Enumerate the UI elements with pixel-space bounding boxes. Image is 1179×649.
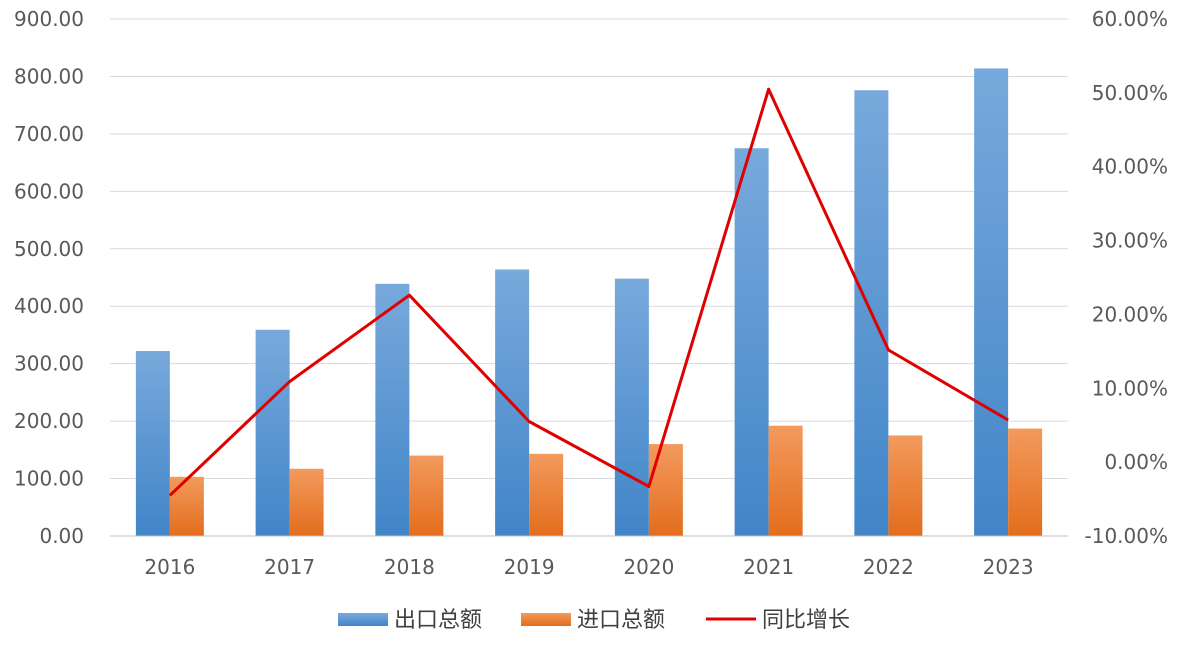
right-axis: -10.00% 0.00% 10.00% 20.00% 30.00% 40.00% 50.0…: [1085, 7, 1168, 548]
y-left-tick-label: 900.00: [14, 7, 84, 31]
bars: [135, 68, 1043, 536]
left-axis: 0.00 100.00 200.00 300.00 400.00 500.00 600.00…: [14, 7, 84, 548]
x-tick-label: 2022: [863, 555, 914, 579]
y-left-tick-label: 600.00: [14, 179, 84, 203]
import-bar: [888, 435, 923, 536]
legend: 出口总额 进口总额 同比增长: [338, 608, 850, 633]
legend-label: 同比增长: [762, 608, 850, 633]
y-left-tick-label: 100.00: [14, 467, 84, 491]
legend-swatch: [521, 613, 571, 626]
y-right-tick-label: 40.00%: [1092, 155, 1168, 179]
growth-line: [168, 87, 1009, 497]
y-right-tick-label: 30.00%: [1092, 229, 1168, 253]
export-bar: [375, 283, 410, 536]
legend-item-export: 出口总额: [338, 608, 482, 633]
y-left-tick-label: 200.00: [14, 409, 84, 433]
legend-item-import: 进口总额: [521, 608, 665, 633]
legend-swatch: [338, 613, 388, 626]
x-axis: 2016 2017 2018 2019 2020 2021 2022 2023: [110, 535, 1068, 579]
y-right-tick-label: 20.00%: [1092, 302, 1168, 326]
import-bar: [529, 453, 564, 536]
legend-label: 出口总额: [394, 608, 482, 633]
y-left-tick-label: 700.00: [14, 122, 84, 146]
export-bar: [614, 278, 649, 536]
y-left-tick-label: 500.00: [14, 237, 84, 261]
import-bar: [289, 468, 324, 536]
x-tick-label: 2023: [983, 555, 1034, 579]
y-left-tick-label: 800.00: [14, 64, 84, 88]
export-bar: [255, 329, 290, 536]
y-right-tick-label: 0.00%: [1104, 450, 1168, 474]
export-bar: [734, 148, 769, 536]
y-right-tick-label: -10.00%: [1085, 524, 1168, 548]
x-tick-label: 2017: [264, 555, 315, 579]
import-bar: [648, 444, 683, 536]
import-bar: [169, 476, 204, 536]
export-bar: [135, 351, 170, 536]
y-right-tick-label: 50.00%: [1092, 81, 1168, 105]
x-tick-label: 2016: [144, 555, 195, 579]
growth-line-path: [168, 87, 1009, 497]
import-bar: [768, 425, 803, 536]
import-bar: [1008, 428, 1043, 536]
y-right-tick-label: 60.00%: [1092, 7, 1168, 31]
x-tick-label: 2019: [504, 555, 555, 579]
y-left-tick-label: 300.00: [14, 352, 84, 376]
x-tick-label: 2021: [743, 555, 794, 579]
x-tick-label: 2020: [623, 555, 674, 579]
y-left-tick-label: 400.00: [14, 294, 84, 318]
y-right-tick-label: 10.00%: [1092, 376, 1168, 400]
y-left-tick-label: 0.00: [39, 524, 84, 548]
legend-label: 进口总额: [577, 608, 665, 633]
export-bar: [974, 68, 1009, 536]
import-bar: [409, 455, 444, 536]
gridlines: [110, 18, 1068, 537]
x-tick-label: 2018: [384, 555, 435, 579]
legend-item-growth: 同比增长: [706, 608, 850, 633]
